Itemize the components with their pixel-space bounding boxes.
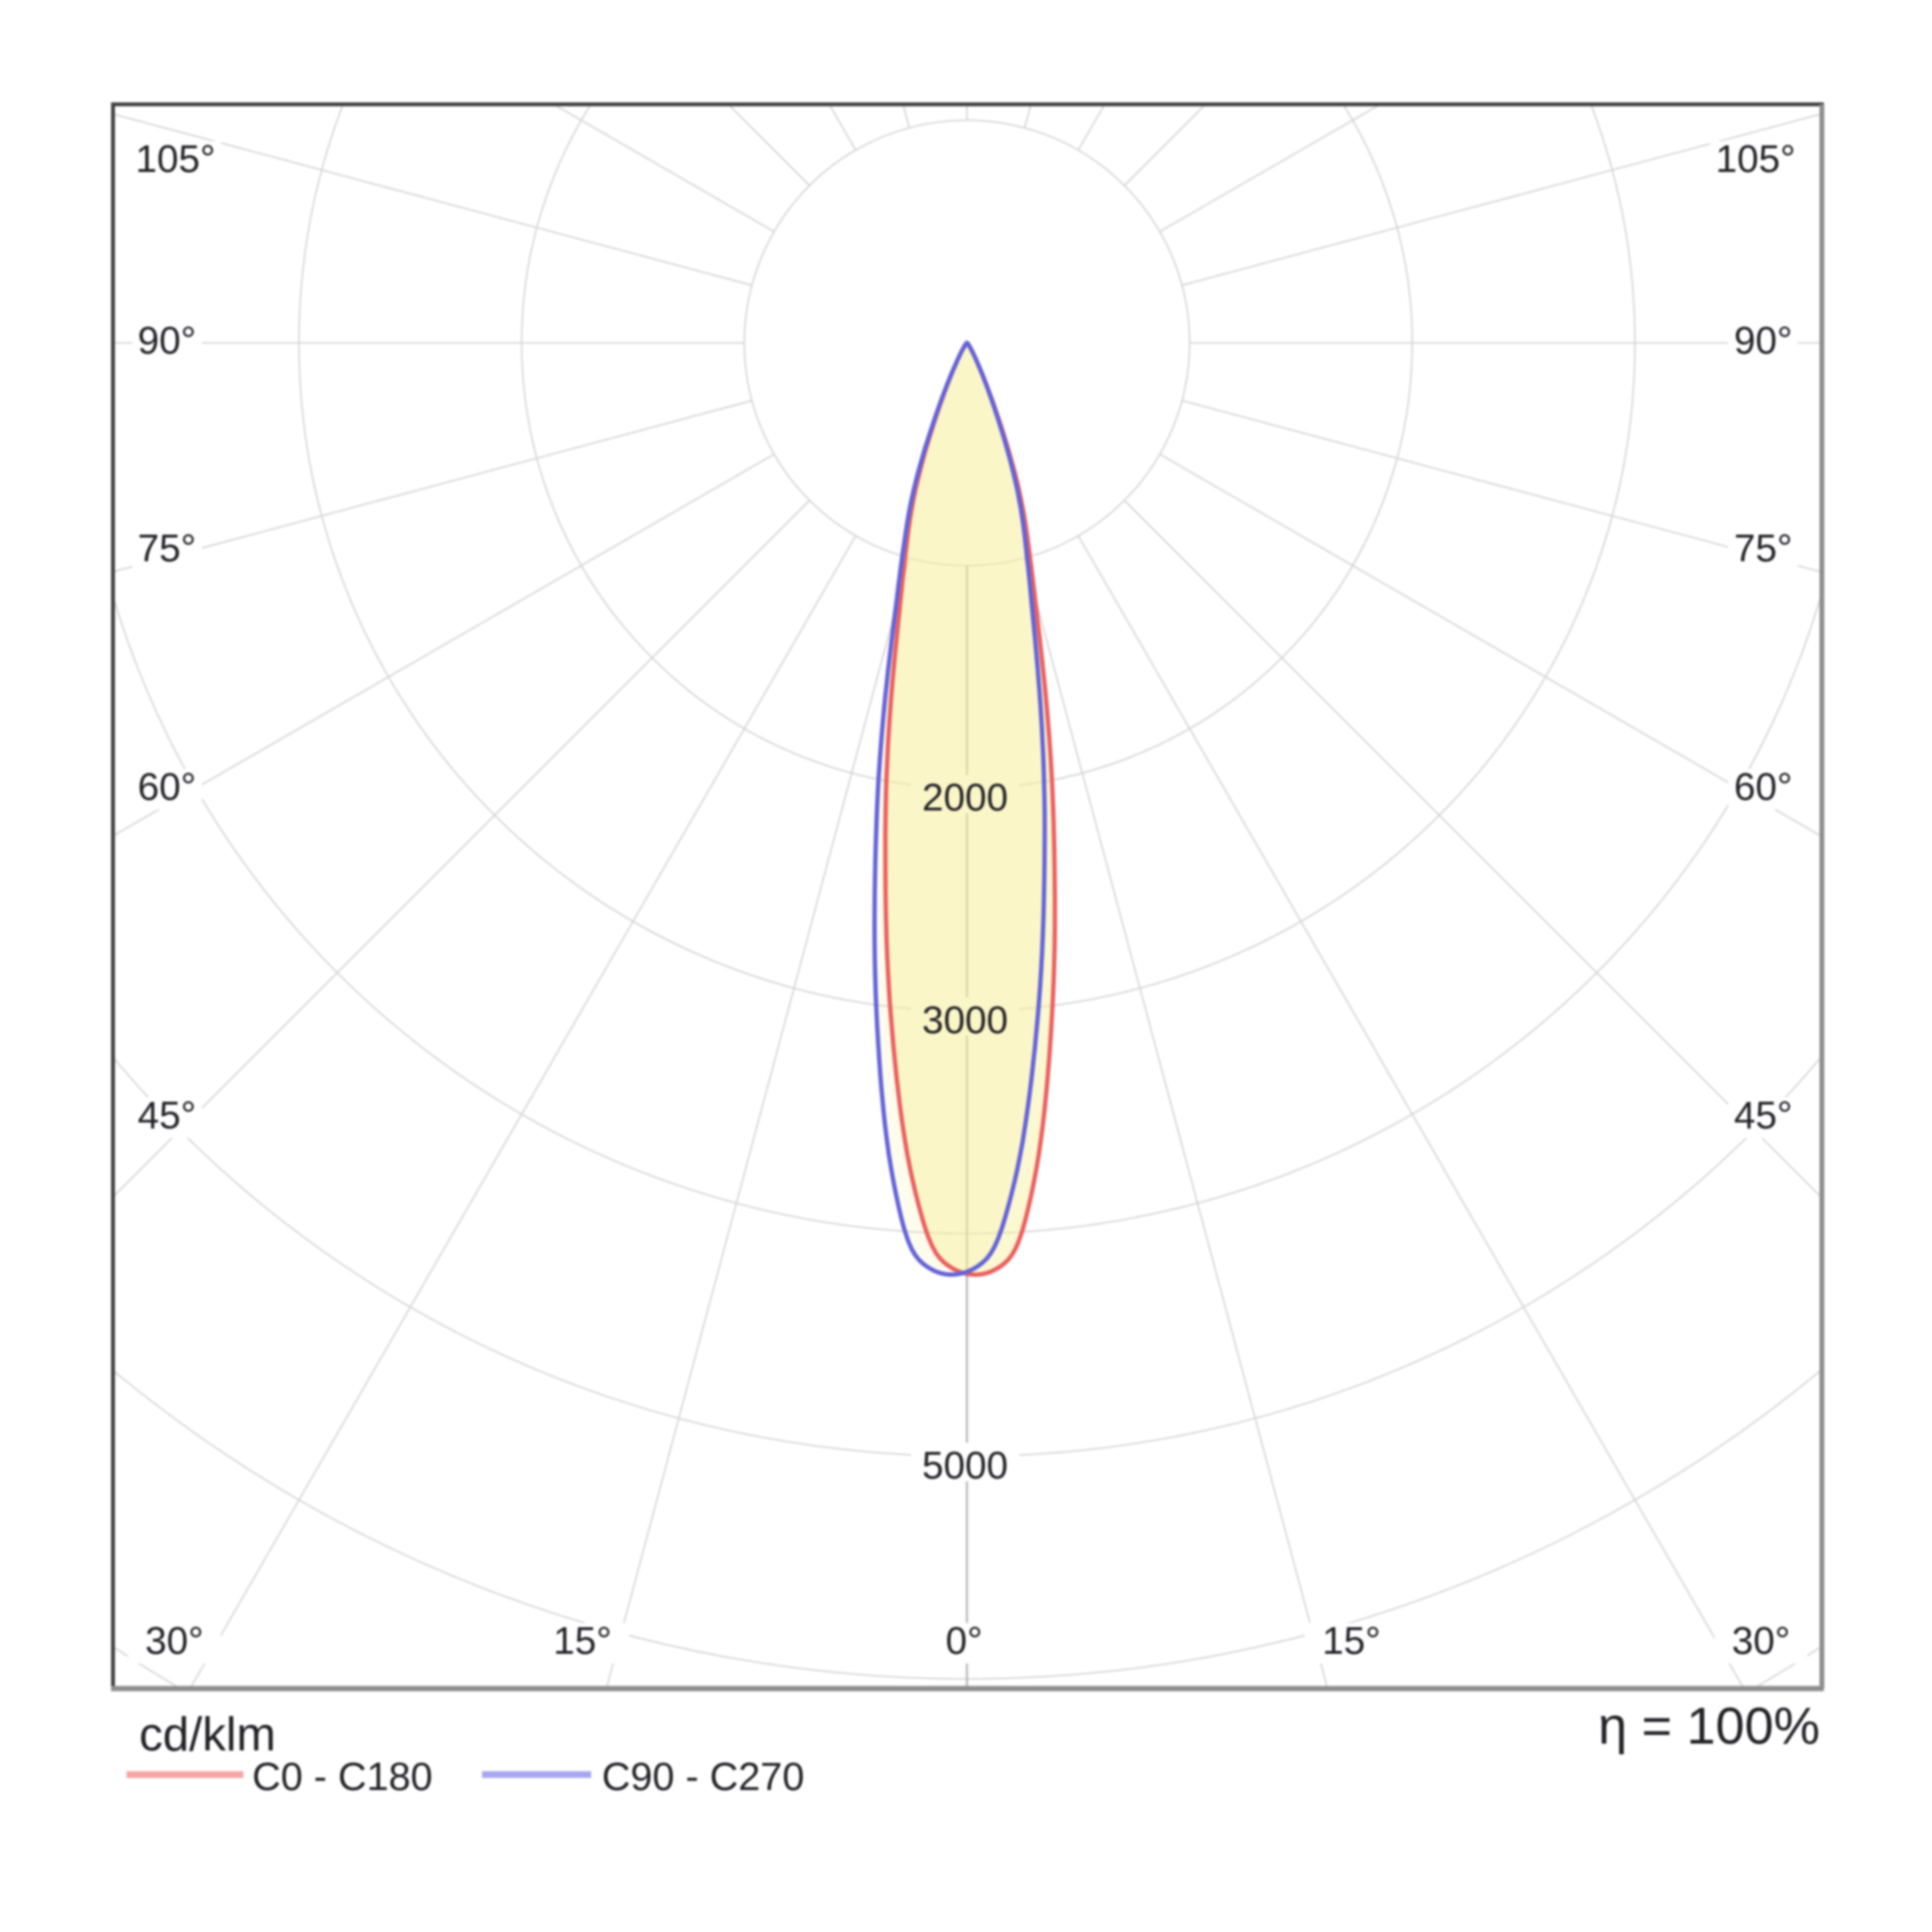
svg-text:cd/klm: cd/klm [139, 1709, 276, 1761]
svg-text:η = 100%: η = 100% [1598, 1697, 1820, 1755]
svg-text:60°: 60° [138, 766, 197, 809]
svg-text:2000: 2000 [923, 777, 1009, 819]
svg-text:90°: 90° [138, 320, 197, 362]
svg-text:60°: 60° [1734, 766, 1793, 809]
svg-text:C0 - C180: C0 - C180 [252, 1754, 433, 1799]
svg-text:105°: 105° [135, 138, 215, 181]
svg-text:0°: 0° [946, 1620, 982, 1662]
svg-text:C90 - C270: C90 - C270 [602, 1754, 805, 1799]
svg-text:75°: 75° [138, 527, 197, 570]
svg-text:30°: 30° [145, 1620, 204, 1662]
svg-text:5000: 5000 [923, 1445, 1009, 1488]
svg-text:75°: 75° [1734, 527, 1793, 570]
svg-text:15°: 15° [554, 1620, 612, 1662]
svg-text:3000: 3000 [923, 1000, 1009, 1042]
svg-text:15°: 15° [1322, 1620, 1381, 1662]
svg-text:30°: 30° [1732, 1620, 1791, 1662]
svg-text:45°: 45° [138, 1094, 197, 1137]
svg-text:45°: 45° [1734, 1094, 1793, 1137]
svg-text:90°: 90° [1734, 320, 1793, 362]
svg-text:105°: 105° [1716, 138, 1796, 181]
